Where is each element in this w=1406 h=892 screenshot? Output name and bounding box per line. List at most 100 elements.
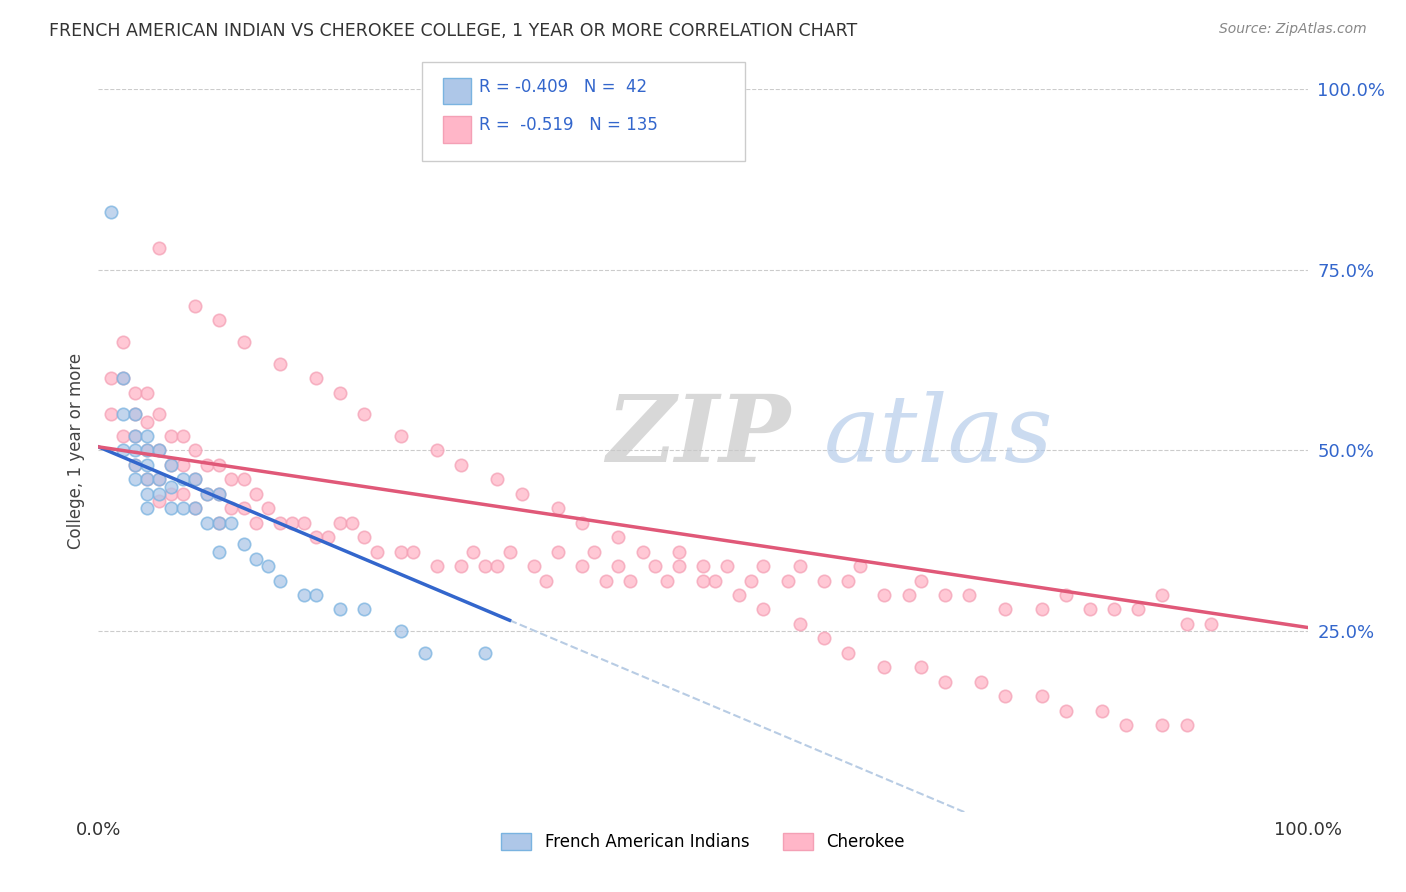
Point [172,458,194,472]
Point [353,602,375,616]
Point [195,458,218,472]
Point [450,458,472,472]
Point [160,480,183,494]
Point [1175,718,1198,732]
Point [124,458,146,472]
Point [873,660,896,674]
Point [208,487,231,501]
Point [1199,616,1222,631]
Point [1031,602,1053,616]
Point [366,544,388,558]
Point [256,559,278,574]
Point [124,429,146,443]
Point [160,501,183,516]
Point [100,205,122,219]
Point [245,487,267,501]
Point [789,616,811,631]
Point [124,429,146,443]
Point [292,588,315,602]
Text: atlas: atlas [824,391,1053,481]
Point [124,407,146,421]
Point [631,544,654,558]
Point [498,544,520,558]
Point [232,334,254,349]
Point [148,472,170,486]
Point [124,407,146,421]
Point [1152,588,1174,602]
Point [752,559,775,574]
Point [474,559,496,574]
Point [910,574,932,588]
Text: R = -0.409   N =  42: R = -0.409 N = 42 [479,78,648,95]
Point [692,574,714,588]
Point [184,472,207,486]
Point [160,458,183,472]
Point [135,458,157,472]
Point [994,689,1017,703]
Point [728,588,751,602]
Point [740,574,762,588]
Point [232,537,254,551]
Point [329,516,352,530]
Point [523,559,546,574]
Point [668,559,690,574]
Point [1152,718,1174,732]
Point [353,530,375,544]
Point [668,544,690,558]
Point [1091,704,1114,718]
Point [1054,588,1077,602]
Point [486,559,509,574]
Point [172,429,194,443]
Point [148,241,170,255]
Point [208,516,231,530]
Point [1054,704,1077,718]
Point [111,371,134,385]
Point [195,487,218,501]
Point [184,501,207,516]
Point [474,646,496,660]
Point [124,458,146,472]
Point [426,559,449,574]
Point [124,472,146,486]
Point [450,559,472,574]
Point [124,385,146,400]
Point [970,674,993,689]
Point [111,407,134,421]
Point [269,357,291,371]
Point [776,574,799,588]
Point [135,415,157,429]
Point [837,646,859,660]
Legend: French American Indians, Cherokee: French American Indians, Cherokee [495,826,911,857]
Point [837,574,859,588]
Point [813,632,835,646]
Y-axis label: College, 1 year or more: College, 1 year or more [66,352,84,549]
Point [208,487,231,501]
Point [160,429,183,443]
Point [111,334,134,349]
Point [305,371,328,385]
Point [195,516,218,530]
Point [184,501,207,516]
Point [994,602,1017,616]
Point [329,385,352,400]
Point [716,559,738,574]
Point [124,443,146,458]
Point [148,472,170,486]
Point [135,487,157,501]
Point [172,487,194,501]
Point [692,559,714,574]
Point [208,516,231,530]
Point [1115,718,1137,732]
Text: R =  -0.519   N = 135: R = -0.519 N = 135 [479,116,658,134]
Point [281,516,304,530]
Point [510,487,533,501]
Point [934,588,956,602]
Point [208,458,231,472]
Point [1102,602,1125,616]
Point [100,407,122,421]
Point [232,501,254,516]
Point [221,516,243,530]
Point [655,574,678,588]
Point [148,487,170,501]
Point [184,299,207,313]
